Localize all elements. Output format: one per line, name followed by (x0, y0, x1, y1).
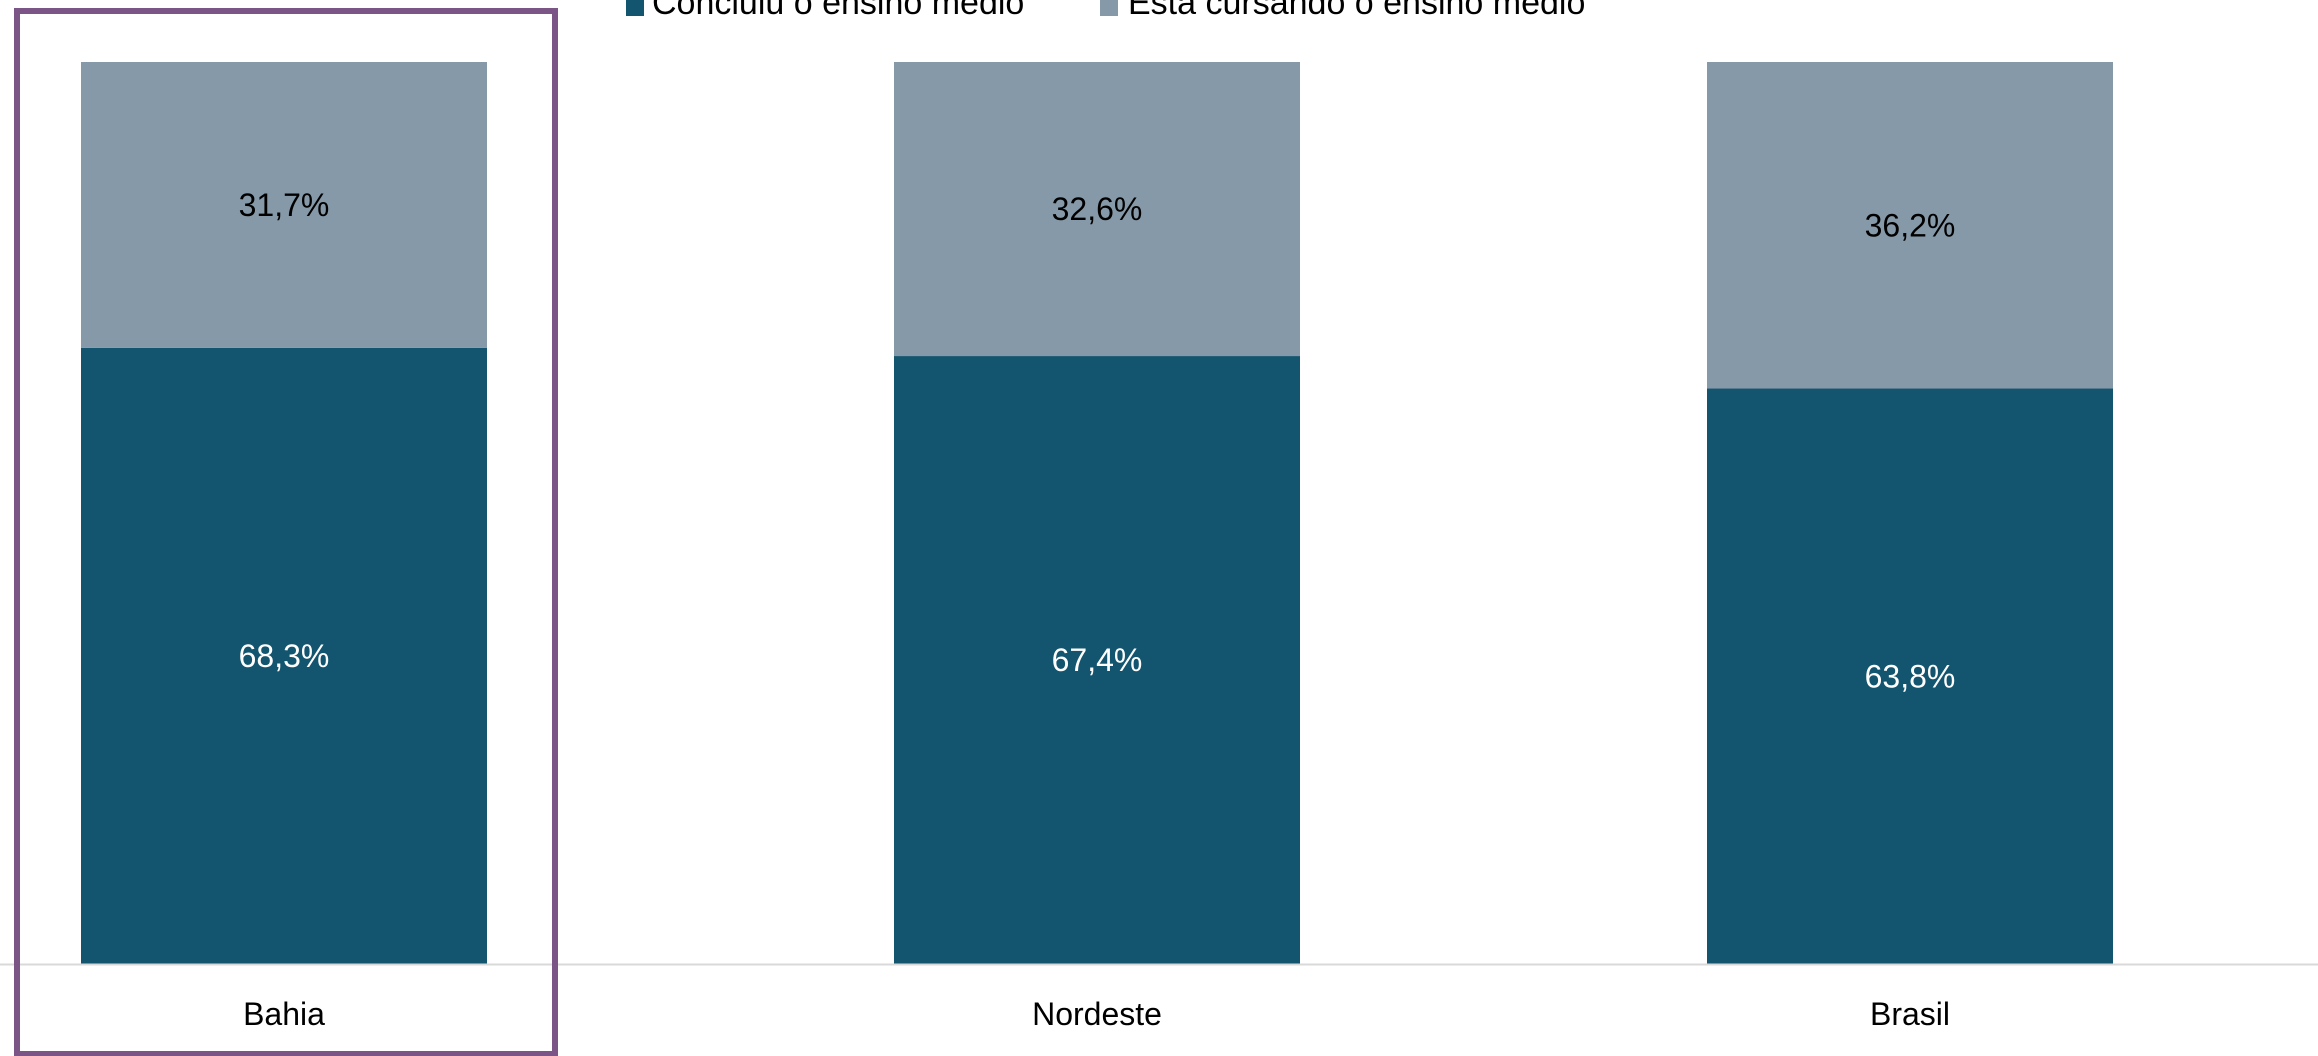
legend-swatch (1100, 0, 1118, 16)
data-label: 32,6% (1052, 191, 1143, 227)
bar-segment (81, 347, 487, 965)
bar-segment (1707, 62, 2113, 389)
bar-segment (1707, 388, 2113, 964)
x-tick-label: Bahia (243, 996, 325, 1032)
highlight-frame (14, 8, 558, 1056)
legend: Concluiu o ensino médio Está cursando o e… (626, 0, 1585, 22)
data-label: 63,8% (1865, 658, 1956, 694)
legend-swatch (626, 0, 644, 16)
bars (81, 62, 2113, 965)
data-label: 68,3% (239, 638, 330, 674)
x-tick-label: Nordeste (1032, 996, 1162, 1032)
x-tick-labels: Bahia Nordeste Brasil (243, 996, 1950, 1032)
data-label: 36,2% (1865, 207, 1956, 243)
data-label: 31,7% (239, 187, 330, 223)
bar-segment (894, 62, 1300, 357)
legend-label: Concluiu o ensino médio (652, 0, 1024, 22)
data-labels: 68,3% 31,7% 67,4% 32,6% 63,8% 36,2% (239, 187, 1956, 694)
x-tick-label: Brasil (1870, 996, 1950, 1032)
bar-segment (894, 356, 1300, 964)
legend-label: Está cursando o ensino médio (1128, 0, 1585, 22)
data-label: 67,4% (1052, 642, 1143, 678)
bar-segment (81, 62, 487, 348)
